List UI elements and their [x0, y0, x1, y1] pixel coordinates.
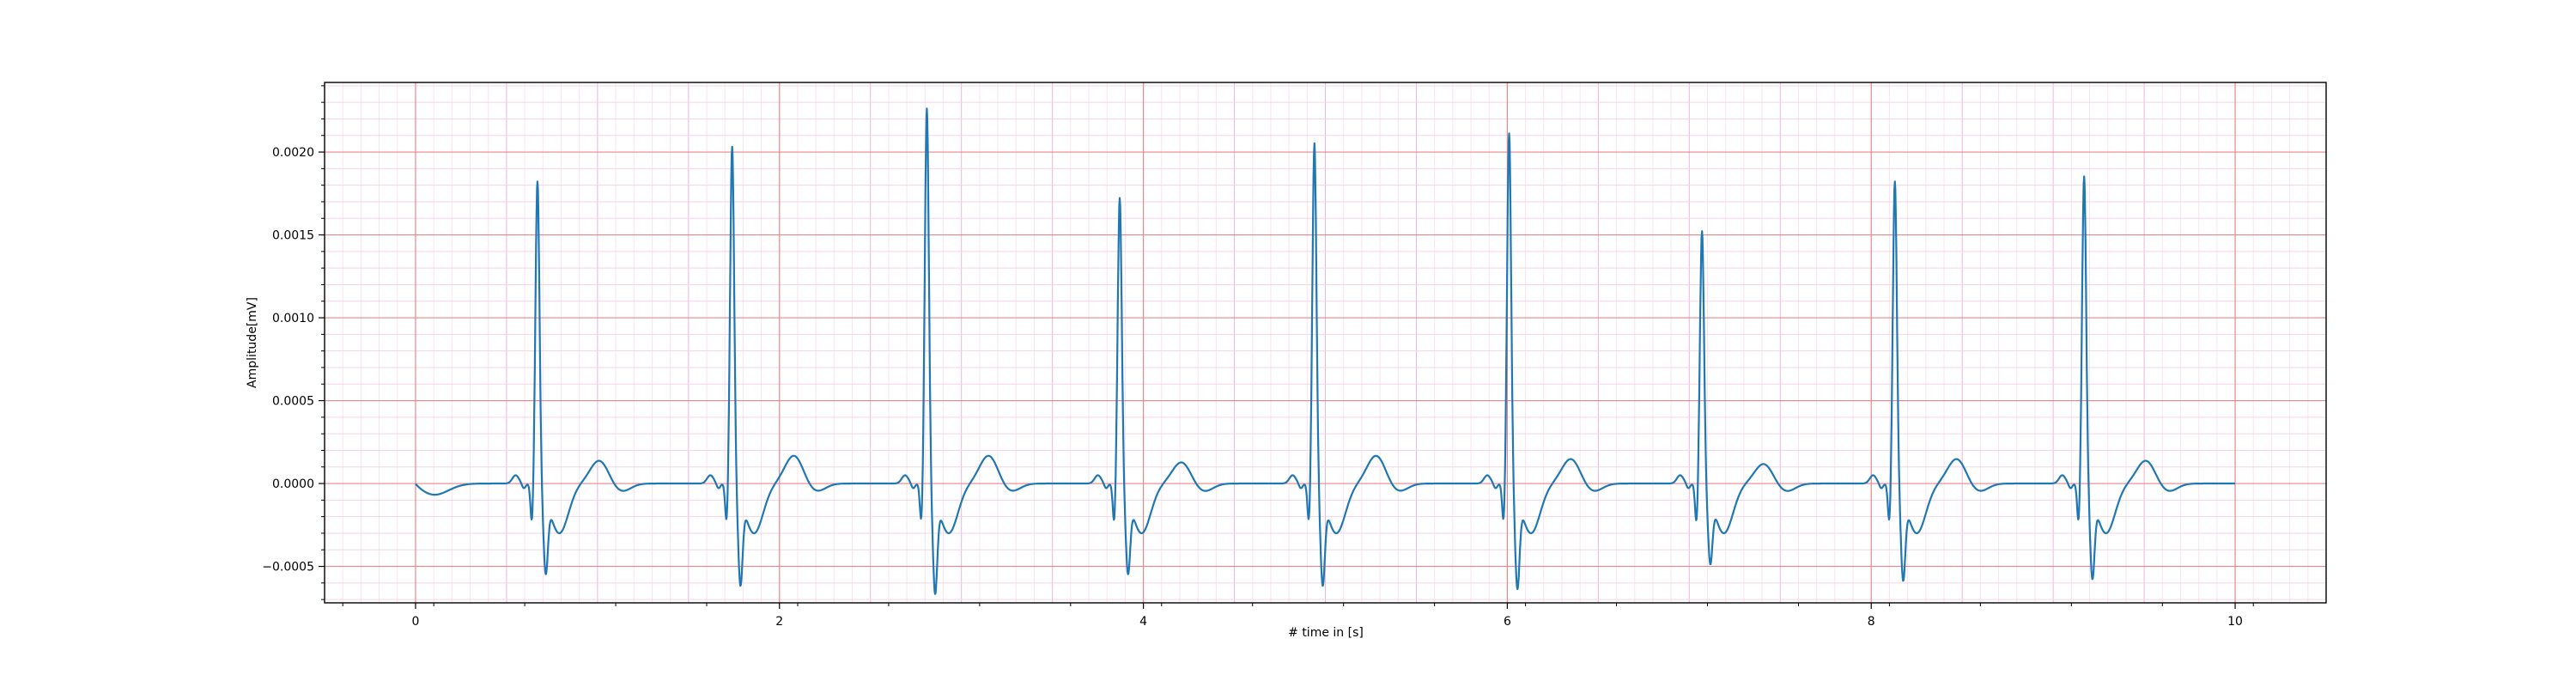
y-axis-label: Amplitude[mV] — [246, 297, 259, 388]
y-tick-label: −0.0005 — [262, 561, 314, 575]
y-tick-label: 0.0015 — [272, 229, 314, 243]
x-tick-label: 10 — [2227, 615, 2243, 629]
x-tick-label: 0 — [411, 615, 419, 629]
x-tick-label: 4 — [1139, 615, 1147, 629]
y-tick-label: 0.0010 — [272, 312, 314, 325]
x-tick-label: 6 — [1504, 615, 1511, 629]
minor-grid — [325, 82, 2327, 603]
y-tick-label: 0.0005 — [272, 395, 314, 409]
plot-frame — [324, 82, 2327, 604]
ecg-trace — [415, 107, 2236, 595]
y-axis: −0.0005 0.0000 0.0005 0.0010 0.0015 0.0020 — [262, 85, 325, 600]
x-axis: 0 2 4 6 8 10 — [342, 603, 2254, 629]
y-tick-label: 0.0000 — [272, 477, 314, 491]
y-tick-label: 0.0020 — [272, 146, 314, 160]
x-tick-label: 8 — [1868, 615, 1875, 629]
major-grid — [325, 82, 2326, 603]
x-tick-label: 2 — [775, 615, 783, 629]
x-axis-label: # time in [s] — [1288, 626, 1364, 640]
